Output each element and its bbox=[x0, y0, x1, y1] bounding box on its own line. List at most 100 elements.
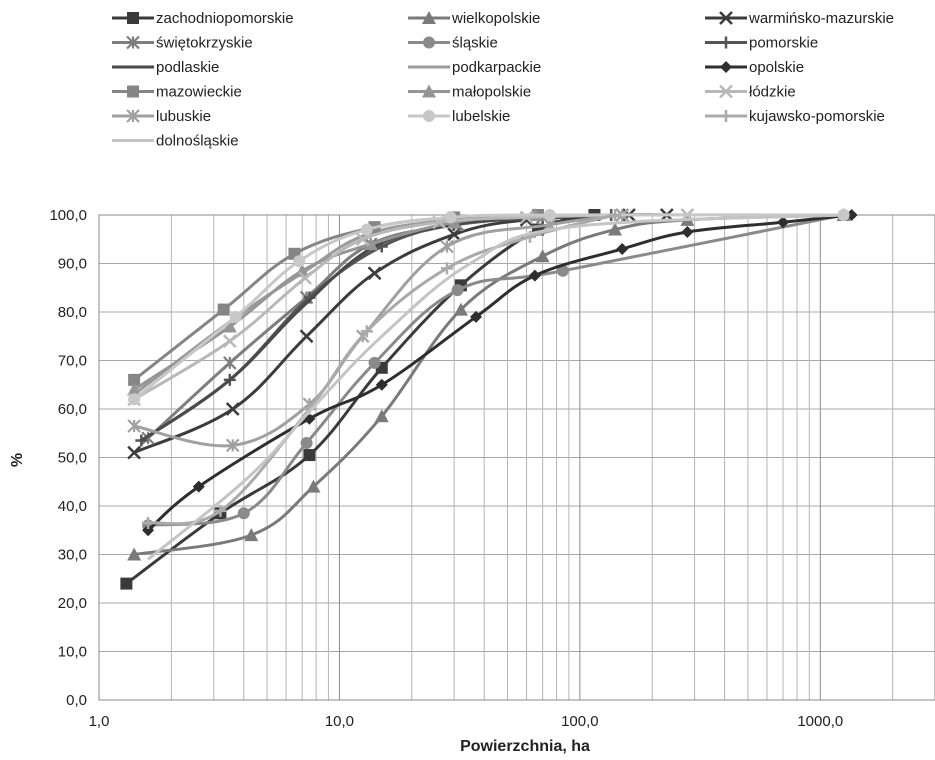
legend-item: lubuskie bbox=[112, 108, 211, 125]
legend-item: pomorskie bbox=[705, 35, 818, 52]
data-point bbox=[128, 373, 141, 386]
data-point bbox=[214, 504, 227, 517]
series-line bbox=[133, 213, 688, 401]
data-point bbox=[681, 225, 694, 238]
y-tick-label: 100,0 bbox=[49, 207, 87, 224]
x-tick-label: 100,0 bbox=[561, 713, 599, 730]
y-tick-label: 30,0 bbox=[58, 547, 87, 564]
data-point bbox=[543, 209, 556, 221]
legend-label: śląskie bbox=[452, 35, 498, 52]
data-point bbox=[528, 269, 541, 282]
data-point bbox=[608, 209, 621, 221]
legend-item: śląskie bbox=[408, 35, 498, 52]
data-point bbox=[293, 255, 306, 268]
data-point bbox=[127, 445, 142, 460]
legend-item: podkarpackie bbox=[408, 59, 541, 76]
data-point bbox=[616, 242, 629, 255]
legend-label: łódzkie bbox=[749, 84, 796, 101]
legend-label: opolskie bbox=[749, 59, 804, 76]
data-point bbox=[306, 479, 321, 493]
data-point bbox=[720, 61, 732, 73]
data-point bbox=[225, 402, 240, 416]
legend-item: lubelskie bbox=[408, 108, 510, 125]
data-point bbox=[222, 319, 237, 333]
legend-label: mazowieckie bbox=[156, 84, 242, 101]
legend-label: kujawsko-pomorskie bbox=[749, 108, 885, 125]
data-point bbox=[422, 11, 436, 24]
data-point bbox=[225, 438, 240, 453]
data-point bbox=[360, 325, 373, 338]
data-point bbox=[360, 223, 373, 236]
series-opolskie bbox=[142, 209, 858, 537]
legend-label: pomorskie bbox=[749, 35, 818, 52]
series-zachodniopomorskie bbox=[120, 209, 601, 590]
series-lines bbox=[120, 208, 858, 590]
data-point bbox=[192, 480, 205, 493]
legend-label: podkarpackie bbox=[452, 59, 541, 76]
data-point bbox=[719, 84, 733, 99]
data-point bbox=[719, 11, 733, 25]
x-tick-label: 1000,0 bbox=[797, 713, 843, 730]
legend-label: świętokrzyskie bbox=[156, 35, 253, 52]
series-mazowieckie bbox=[128, 209, 545, 386]
series-line bbox=[147, 213, 852, 532]
grid bbox=[98, 214, 935, 701]
data-point bbox=[128, 393, 141, 406]
series-dolnośląskie bbox=[147, 213, 844, 561]
x-tick-label: 10,0 bbox=[325, 713, 354, 730]
data-point bbox=[298, 271, 313, 285]
data-point bbox=[440, 262, 453, 275]
series-line bbox=[133, 213, 844, 556]
series-śląskie bbox=[142, 209, 850, 532]
legend-label: warmińsko-mazurskie bbox=[748, 10, 894, 27]
y-tick-label: 0,0 bbox=[66, 692, 87, 709]
legend-label: zachodniopomorskie bbox=[156, 10, 294, 27]
data-point bbox=[288, 247, 301, 260]
data-point bbox=[444, 211, 457, 224]
legend-label: podlaskie bbox=[156, 59, 219, 76]
data-point bbox=[142, 516, 155, 529]
data-point bbox=[300, 436, 313, 449]
data-point bbox=[470, 310, 483, 323]
data-point bbox=[126, 35, 140, 50]
data-point bbox=[720, 110, 732, 122]
legend-item: opolskie bbox=[705, 59, 804, 76]
data-point bbox=[303, 449, 316, 462]
y-axis-title: % bbox=[9, 453, 26, 467]
series-line bbox=[147, 213, 844, 561]
legend-label: wielkopolskie bbox=[451, 10, 540, 27]
data-point bbox=[127, 419, 141, 433]
data-point bbox=[217, 303, 230, 316]
legend-item: wielkopolskie bbox=[408, 10, 540, 27]
data-point bbox=[374, 409, 389, 423]
legend-item: łódzkie bbox=[705, 84, 796, 101]
data-point bbox=[368, 356, 381, 369]
data-point bbox=[720, 36, 732, 49]
data-point bbox=[127, 12, 139, 24]
legend-item: warmińsko-mazurskie bbox=[705, 10, 894, 27]
data-point bbox=[363, 237, 378, 251]
data-point bbox=[223, 356, 237, 370]
data-point bbox=[120, 577, 133, 590]
series-lubelskie bbox=[128, 209, 850, 406]
legend-label: małopolskie bbox=[452, 84, 531, 101]
y-tick-label: 60,0 bbox=[58, 401, 87, 418]
data-point bbox=[423, 110, 435, 122]
data-point bbox=[453, 302, 468, 316]
legend-item: podlaskie bbox=[112, 59, 219, 76]
data-point bbox=[237, 507, 250, 520]
legend-item: dolnośląskie bbox=[112, 133, 239, 150]
data-point bbox=[777, 216, 790, 229]
data-point bbox=[422, 84, 436, 98]
y-tick-label: 70,0 bbox=[58, 353, 87, 370]
data-point bbox=[519, 210, 534, 225]
data-point bbox=[375, 378, 388, 391]
legend-item: świętokrzyskie bbox=[112, 35, 253, 52]
axes: 0,0 10,0 20,0 30,0 40,0 50,0 60,0 70,0 80,0 90,0 1… bbox=[49, 207, 935, 730]
data-point bbox=[127, 547, 142, 561]
legend-item: kujawsko-pomorskie bbox=[705, 108, 885, 125]
data-point bbox=[367, 266, 382, 281]
data-point bbox=[423, 36, 435, 49]
data-point bbox=[607, 222, 622, 236]
